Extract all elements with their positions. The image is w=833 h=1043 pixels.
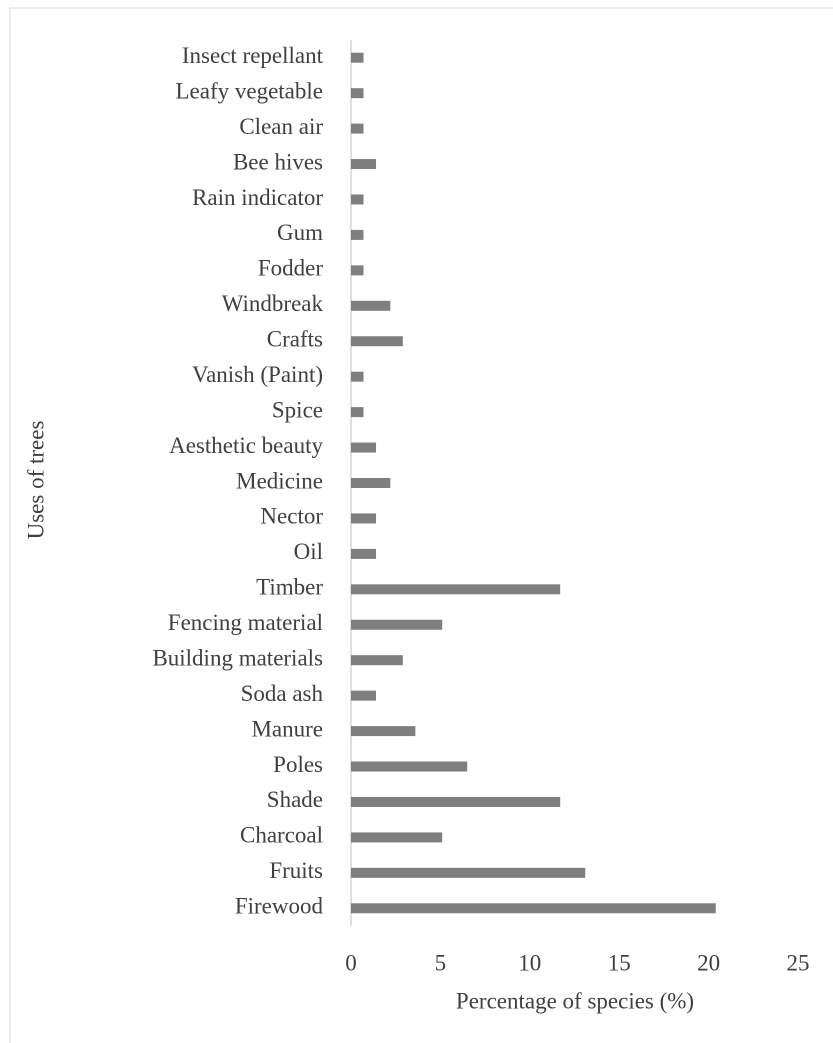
y-tick-label: Manure [251, 716, 323, 741]
bar [351, 619, 443, 630]
x-tick-label: 15 [608, 950, 631, 975]
bar [351, 726, 416, 737]
x-tick-label: 10 [518, 950, 541, 975]
y-tick-label: Shade [267, 787, 323, 812]
x-tick-label: 5 [435, 950, 447, 975]
y-axis-label: Uses of trees [23, 421, 48, 540]
bar [351, 229, 364, 240]
y-tick-label: Poles [273, 752, 323, 777]
y-tick-label: Clean air [239, 114, 323, 139]
bar [351, 194, 364, 205]
bar [351, 548, 377, 559]
y-tick-label: Building materials [152, 645, 323, 670]
y-tick-label: Vanish (Paint) [192, 362, 323, 387]
bar [351, 265, 364, 276]
x-axis-label: Percentage of species (%) [456, 988, 694, 1013]
y-tick-label: Nector [260, 504, 323, 529]
y-tick-label: Spice [272, 397, 323, 422]
y-tick-label: Gum [277, 220, 323, 245]
bar [351, 761, 468, 772]
bar [351, 442, 377, 453]
bar [351, 300, 391, 311]
bar [351, 903, 716, 914]
chart-frame [9, 7, 833, 1043]
y-tick-label: Oil [294, 539, 323, 564]
y-tick-label: Bee hives [233, 149, 323, 174]
bar [351, 796, 561, 807]
bar [351, 832, 443, 843]
y-tick-label: Fruits [269, 858, 323, 883]
bar [351, 478, 391, 488]
bar [351, 336, 403, 347]
bar [351, 371, 364, 382]
bar [351, 655, 403, 666]
y-tick-label: Fodder [258, 256, 324, 281]
y-tick-label: Soda ash [241, 681, 324, 706]
bar [351, 88, 364, 99]
y-tick-label: Aesthetic beauty [169, 433, 323, 458]
y-tick-label: Windbreak [222, 291, 324, 316]
y-tick-label: Crafts [267, 327, 323, 352]
bar [351, 52, 364, 63]
bar [351, 123, 364, 134]
bar [351, 584, 561, 595]
bar [351, 513, 377, 524]
y-tick-label: Insect repellant [182, 43, 324, 68]
y-tick-label: Rain indicator [192, 185, 323, 210]
y-tick-label: Charcoal [240, 823, 323, 848]
bar [351, 690, 377, 701]
x-tick-label: 25 [787, 950, 810, 975]
y-tick-label: Leafy vegetable [176, 78, 324, 103]
x-tick-label: 20 [697, 950, 720, 975]
x-tick-label: 0 [345, 950, 357, 975]
y-tick-label: Fencing material [168, 610, 323, 635]
bar [351, 159, 377, 170]
y-tick-label: Timber [256, 575, 323, 600]
bar [351, 407, 364, 418]
y-tick-label: Firewood [235, 894, 324, 919]
bar [351, 867, 586, 878]
y-tick-label: Medicine [236, 468, 323, 493]
